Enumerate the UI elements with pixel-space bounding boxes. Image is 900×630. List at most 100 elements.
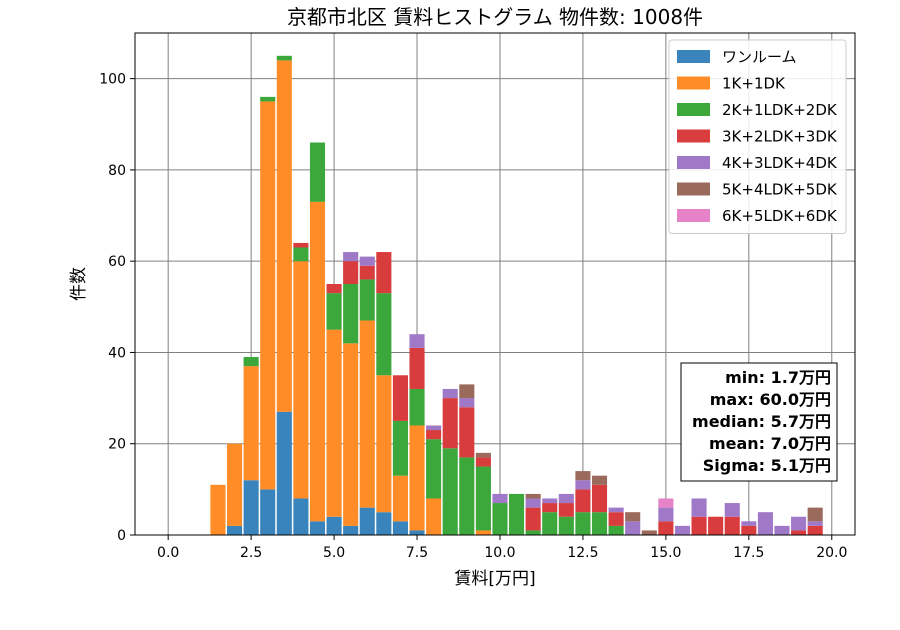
x-axis-label: 賃料[万円]	[454, 569, 535, 589]
histogram-bar	[426, 425, 442, 431]
stats-line: mean: 7.0万円	[709, 434, 831, 453]
x-tick-label: 20.0	[816, 545, 847, 561]
histogram-bar	[575, 512, 591, 535]
histogram-bar	[359, 256, 375, 266]
chart-title: 京都市北区 賃料ヒストグラム 物件数: 1008件	[287, 5, 703, 29]
histogram-bar	[591, 512, 608, 535]
histogram-bar	[326, 293, 342, 330]
stats-box: min: 1.7万円 max: 60.0万円 median: 5.7万円 mean: …	[680, 362, 838, 482]
legend-swatch	[677, 76, 710, 90]
y-tick-label: 40	[108, 345, 126, 361]
legend-label: 4K+3LDK+4DK	[722, 154, 838, 172]
y-axis-label: 件数	[69, 267, 89, 301]
x-tick-label: 2.5	[240, 545, 262, 561]
histogram-bar	[757, 512, 773, 535]
histogram-bar	[525, 498, 541, 508]
histogram-bar	[409, 425, 425, 531]
legend-label: 2K+1LDK+2DK	[722, 101, 838, 119]
histogram-bar	[807, 521, 823, 526]
legend-frame	[668, 39, 847, 234]
histogram-bar	[392, 375, 408, 421]
histogram-bar	[276, 411, 292, 535]
stats-line: min: 1.7万円	[725, 368, 831, 387]
histogram-bar	[326, 284, 342, 294]
histogram-bar	[359, 507, 375, 535]
legend-label: 1K+1DK	[722, 75, 786, 93]
histogram-bar	[409, 530, 425, 535]
histogram-bar	[426, 430, 442, 440]
histogram-bar	[409, 334, 425, 348]
histogram-bar	[658, 521, 674, 535]
histogram-bar	[558, 516, 574, 535]
histogram-bar	[343, 525, 359, 535]
histogram-bar	[724, 503, 740, 517]
plot-area: 0.0 2.5 5.0 7.5 10.0 12.5 15.0 17.5 20.0 0 20 40 60 8…	[99, 32, 856, 561]
histogram-bar	[293, 498, 309, 535]
histogram-bar	[791, 516, 807, 531]
histogram-bar	[260, 101, 276, 490]
legend-label: 3K+2LDK+3DK	[722, 128, 838, 146]
histogram-bar	[525, 530, 541, 535]
histogram-bar	[260, 96, 276, 102]
histogram-bar	[741, 525, 757, 535]
x-tick-label: 15.0	[650, 545, 681, 561]
histogram-bar	[492, 503, 508, 535]
histogram-bar	[309, 201, 326, 522]
histogram-bar	[392, 420, 408, 476]
histogram-bar	[226, 525, 243, 535]
histogram-bar	[459, 384, 475, 399]
histogram-bar	[625, 512, 641, 522]
histogram-bar	[293, 247, 309, 262]
histogram-bar	[558, 493, 574, 504]
histogram-bar	[658, 507, 674, 522]
histogram-bar	[542, 503, 558, 513]
histogram-bar	[492, 493, 508, 504]
histogram-bar	[226, 443, 243, 526]
histogram-bar	[575, 480, 591, 490]
histogram-bar	[276, 55, 292, 61]
histogram-bar	[309, 521, 326, 535]
histogram-bar	[442, 398, 458, 449]
histogram-bar	[276, 60, 292, 412]
histogram-bar	[807, 507, 823, 522]
histogram-bar	[442, 388, 458, 399]
histogram-bar	[243, 366, 259, 481]
x-tick-label: 7.5	[406, 545, 428, 561]
y-tick-label: 80	[108, 163, 126, 179]
legend-swatch	[677, 182, 710, 196]
histogram-bar	[674, 525, 691, 535]
histogram-bar	[475, 457, 491, 467]
histogram-bar	[575, 471, 591, 481]
histogram-bar	[575, 489, 591, 513]
x-tick-label: 17.5	[733, 545, 764, 561]
legend-swatch	[677, 129, 710, 143]
stats-line: median: 5.7万円	[692, 412, 831, 431]
histogram-bar	[608, 512, 624, 526]
histogram-bar	[459, 457, 475, 535]
histogram-bar	[791, 530, 807, 535]
histogram-bar	[376, 293, 392, 376]
legend-swatch	[677, 156, 710, 169]
axes-frame	[134, 32, 856, 536]
histogram-bar	[359, 265, 375, 280]
legend-label: 5K+4LDK+5DK	[722, 181, 838, 199]
histogram-bar	[326, 516, 342, 535]
y-tick-label: 20	[108, 437, 126, 453]
legend-label: ワンルーム	[722, 48, 797, 66]
histogram-bar	[608, 525, 624, 535]
histogram-bar	[724, 516, 740, 535]
y-tick-label: 0	[117, 528, 126, 544]
histogram-bar	[591, 475, 608, 485]
legend-swatch	[677, 50, 710, 63]
histogram-bar	[475, 530, 491, 535]
histogram-bar	[260, 489, 276, 535]
histogram-bar	[542, 512, 558, 535]
legend-label: 6K+5LDK+6DK	[722, 207, 838, 225]
histogram-bar	[691, 498, 707, 517]
histogram-bar	[558, 503, 574, 517]
stats-line: Sigma: 5.1万円	[703, 456, 831, 475]
histogram-bar	[459, 407, 475, 458]
histogram-bar	[293, 242, 309, 248]
histogram-bar	[708, 516, 724, 535]
